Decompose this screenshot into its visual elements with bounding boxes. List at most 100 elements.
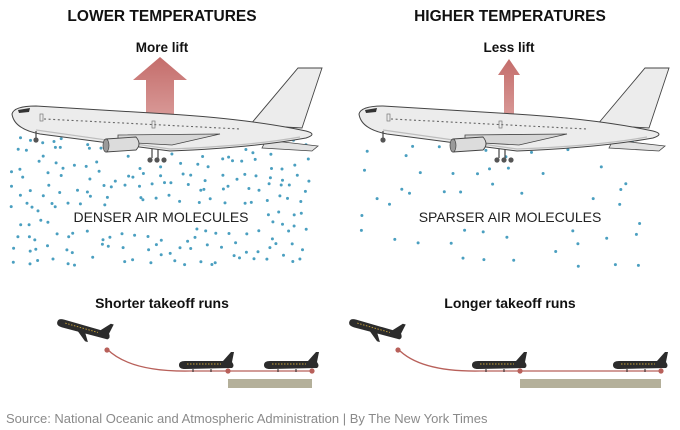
air-molecule-dot	[189, 173, 193, 177]
air-molecule-dot	[278, 194, 282, 198]
left-lift-label: More lift	[136, 40, 189, 55]
air-molecule-dot	[139, 196, 143, 200]
air-molecule-dot	[257, 188, 261, 192]
air-molecule-dot	[530, 150, 533, 154]
air-molecule-dot	[72, 163, 76, 167]
air-molecule-dot	[123, 183, 127, 187]
air-molecule-dot	[476, 172, 479, 176]
air-molecule-dot	[256, 250, 260, 254]
air-molecule-dot	[303, 189, 307, 193]
air-molecule-dot	[70, 251, 74, 255]
air-molecule-dot	[46, 220, 50, 224]
air-molecule-dot	[123, 260, 127, 264]
air-molecule-dot	[287, 183, 291, 187]
air-molecule-dot	[295, 173, 299, 177]
air-molecule-dot	[238, 256, 241, 260]
right-takeoff-path	[397, 348, 661, 372]
air-molecule-dot	[121, 246, 125, 250]
air-molecule-dot	[488, 167, 491, 171]
right-molecule-label: SPARSER AIR MOLECULES	[419, 209, 602, 225]
air-molecule-dot	[91, 255, 95, 259]
air-molecule-dot	[85, 190, 89, 194]
air-molecule-dot	[51, 257, 55, 261]
air-molecule-dot	[210, 263, 214, 266]
air-molecule-dot	[33, 238, 37, 242]
air-molecule-dot	[206, 165, 210, 169]
air-molecule-dot	[484, 148, 488, 152]
air-molecule-dot	[227, 232, 231, 235]
air-molecule-dot	[163, 181, 166, 185]
air-molecule-dot	[131, 175, 135, 179]
air-molecule-dot	[66, 201, 70, 205]
left-air-molecules	[9, 133, 311, 267]
air-molecule-dot	[167, 193, 171, 197]
air-molecule-dot	[21, 175, 25, 179]
air-molecule-dot	[227, 155, 231, 159]
air-molecule-dot	[27, 235, 31, 239]
air-molecule-dot	[231, 159, 234, 163]
air-molecule-dot	[102, 184, 106, 187]
air-molecule-dot	[304, 227, 308, 231]
air-molecule-dot	[418, 171, 422, 175]
air-molecule-dot	[240, 159, 244, 163]
air-molecule-dot	[189, 247, 193, 250]
air-molecule-dot	[298, 257, 302, 261]
air-molecule-dot	[105, 195, 109, 199]
air-molecule-dot	[88, 194, 92, 198]
air-molecule-dot	[196, 162, 200, 166]
air-molecule-dot	[84, 164, 88, 168]
air-molecule-dot	[27, 223, 31, 227]
air-molecule-dot	[408, 191, 411, 195]
air-molecule-dot	[87, 146, 91, 150]
air-molecule-dot	[30, 205, 34, 209]
air-molecule-dot	[126, 154, 130, 158]
air-molecule-dot	[253, 157, 257, 161]
air-molecule-dot	[400, 187, 404, 191]
air-molecule-dot	[442, 190, 446, 194]
air-molecule-dot	[505, 235, 509, 239]
air-molecule-dot	[159, 165, 163, 169]
air-molecule-dot	[66, 262, 70, 266]
air-molecule-dot	[244, 250, 248, 254]
air-molecule-dot	[299, 211, 303, 215]
air-molecule-dot	[286, 196, 289, 200]
air-molecule-dot	[61, 166, 65, 170]
air-molecule-dot	[279, 183, 283, 187]
air-molecule-dot	[53, 145, 57, 149]
air-molecule-dot	[292, 213, 296, 217]
air-molecule-dot	[138, 167, 142, 170]
air-molecule-dot	[541, 172, 545, 175]
air-molecule-dot	[181, 172, 185, 176]
air-molecule-dot	[127, 174, 131, 178]
air-molecule-dot	[37, 159, 41, 163]
air-molecule-dot	[293, 163, 297, 167]
air-molecule-dot	[169, 181, 173, 185]
air-molecule-dot	[29, 138, 32, 142]
air-molecule-dot	[147, 248, 151, 252]
air-molecule-dot	[506, 166, 510, 170]
air-molecule-dot	[265, 199, 269, 202]
air-molecule-dot	[451, 172, 455, 175]
air-molecule-dot	[131, 258, 135, 262]
air-molecule-dot	[459, 190, 463, 194]
air-molecule-dot	[281, 222, 284, 226]
air-molecule-dot	[205, 243, 209, 247]
air-molecule-dot	[463, 228, 467, 232]
air-molecule-dot	[159, 174, 163, 178]
air-molecule-dot	[203, 179, 207, 183]
right-heading: HIGHER TEMPERATURES	[414, 8, 606, 25]
air-molecule-dot	[65, 248, 69, 252]
air-molecule-dot	[19, 223, 23, 227]
air-molecule-dot	[566, 148, 570, 152]
air-molecule-dot	[85, 229, 89, 233]
air-molecule-dot	[393, 237, 397, 241]
air-molecule-dot	[619, 188, 623, 191]
air-molecule-dot	[46, 171, 50, 175]
air-molecule-dot	[226, 184, 230, 188]
air-molecule-dot	[170, 152, 174, 156]
air-molecule-dot	[576, 264, 580, 268]
air-molecule-dot	[214, 231, 218, 235]
air-molecule-dot	[18, 193, 22, 197]
air-molecule-dot	[416, 241, 420, 245]
air-molecule-dot	[287, 229, 291, 233]
